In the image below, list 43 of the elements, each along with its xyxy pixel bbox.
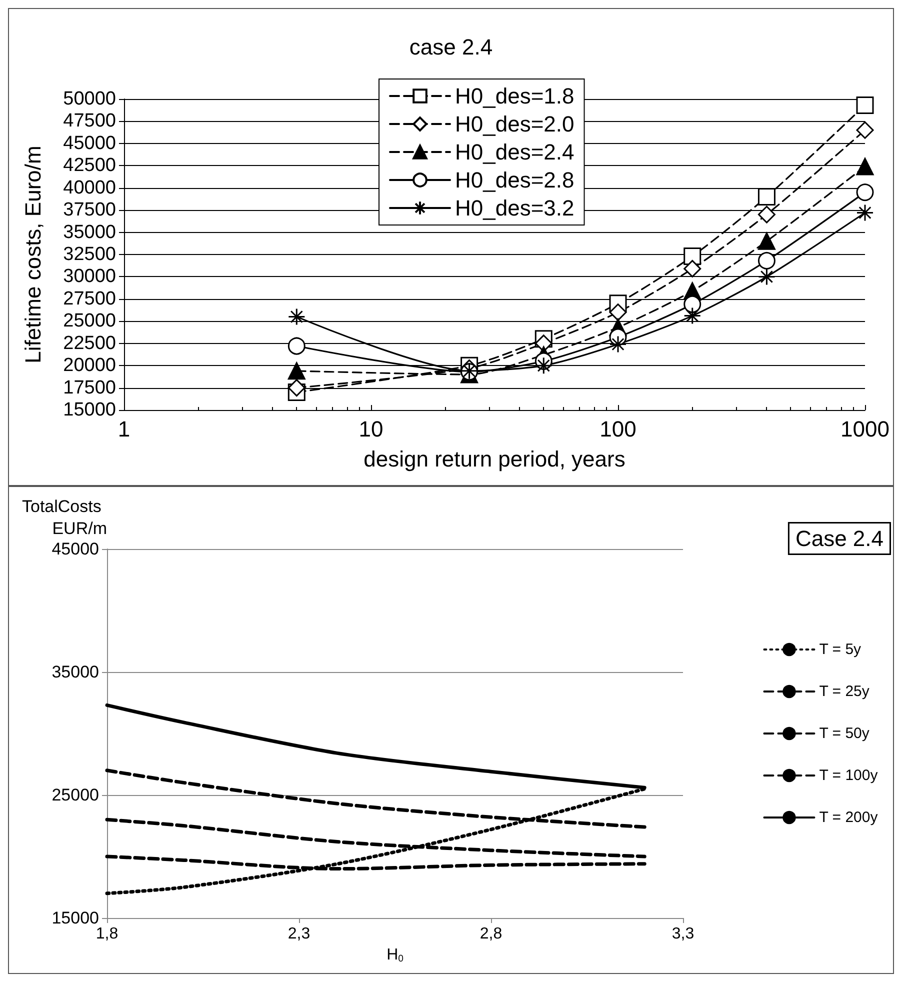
y-tick-label: 45000 [52,540,99,558]
y-tick-label: 37500 [63,200,116,221]
y-tick-label: 45000 [63,132,116,154]
y-tick-label: 27500 [63,288,116,310]
y-tick-label: 15000 [63,400,116,420]
y-tick-label: 25000 [52,786,99,804]
x-tick-label: 100 [600,416,636,442]
legend-label: H0_des=2.4 [455,140,574,164]
y-tick-label: 25000 [63,310,116,332]
y-tick-label: 35000 [52,662,99,682]
x-tick-label: 3,3 [672,926,694,942]
legend-label: T = 50y [819,725,870,742]
y-axis-title: Lifetime costs, Euro/m [20,146,46,364]
x-axis-title: design return period, years [364,446,626,472]
legend-label: T = 25y [819,683,870,700]
text: Case 2.4 [795,526,884,551]
y-tick-label: 20000 [63,355,116,376]
legend-label: T = 5y [819,641,862,658]
x-tick-label: 2,3 [288,926,310,942]
y-axis-title: EUR/m [52,519,107,538]
chart-title: case 2.4 [409,34,493,60]
y-tick-label: 22500 [63,332,116,354]
legend-label: T = 200y [819,809,878,826]
x-tick-label: 10 [358,416,384,442]
y-tick-label: 42500 [63,155,116,176]
x-tick-label: 1 [118,416,130,442]
y-tick-label: 47500 [63,110,116,132]
chart-title: TotalCosts [22,497,102,516]
legend-label: H0_des=2.0 [455,112,574,136]
legend-label: H0_des=3.2 [455,196,574,220]
y-tick-label: 17500 [63,377,116,398]
legend-label: H0_des=2.8 [455,168,574,192]
y-tick-label: 30000 [63,266,116,288]
y-tick-label: 32500 [63,244,116,265]
y-tick-label: 50000 [63,88,116,110]
y-tick-label: 15000 [52,908,99,928]
x-tick-label: 2,8 [480,926,502,942]
legend-label: T = 100y [819,767,878,784]
y-tick-label: 35000 [63,222,116,243]
legend-label: H0_des=1.8 [455,84,574,108]
y-tick-label: 40000 [63,177,116,198]
x-tick-label: 1000 [840,416,890,442]
x-tick-label: 1,8 [96,926,118,942]
